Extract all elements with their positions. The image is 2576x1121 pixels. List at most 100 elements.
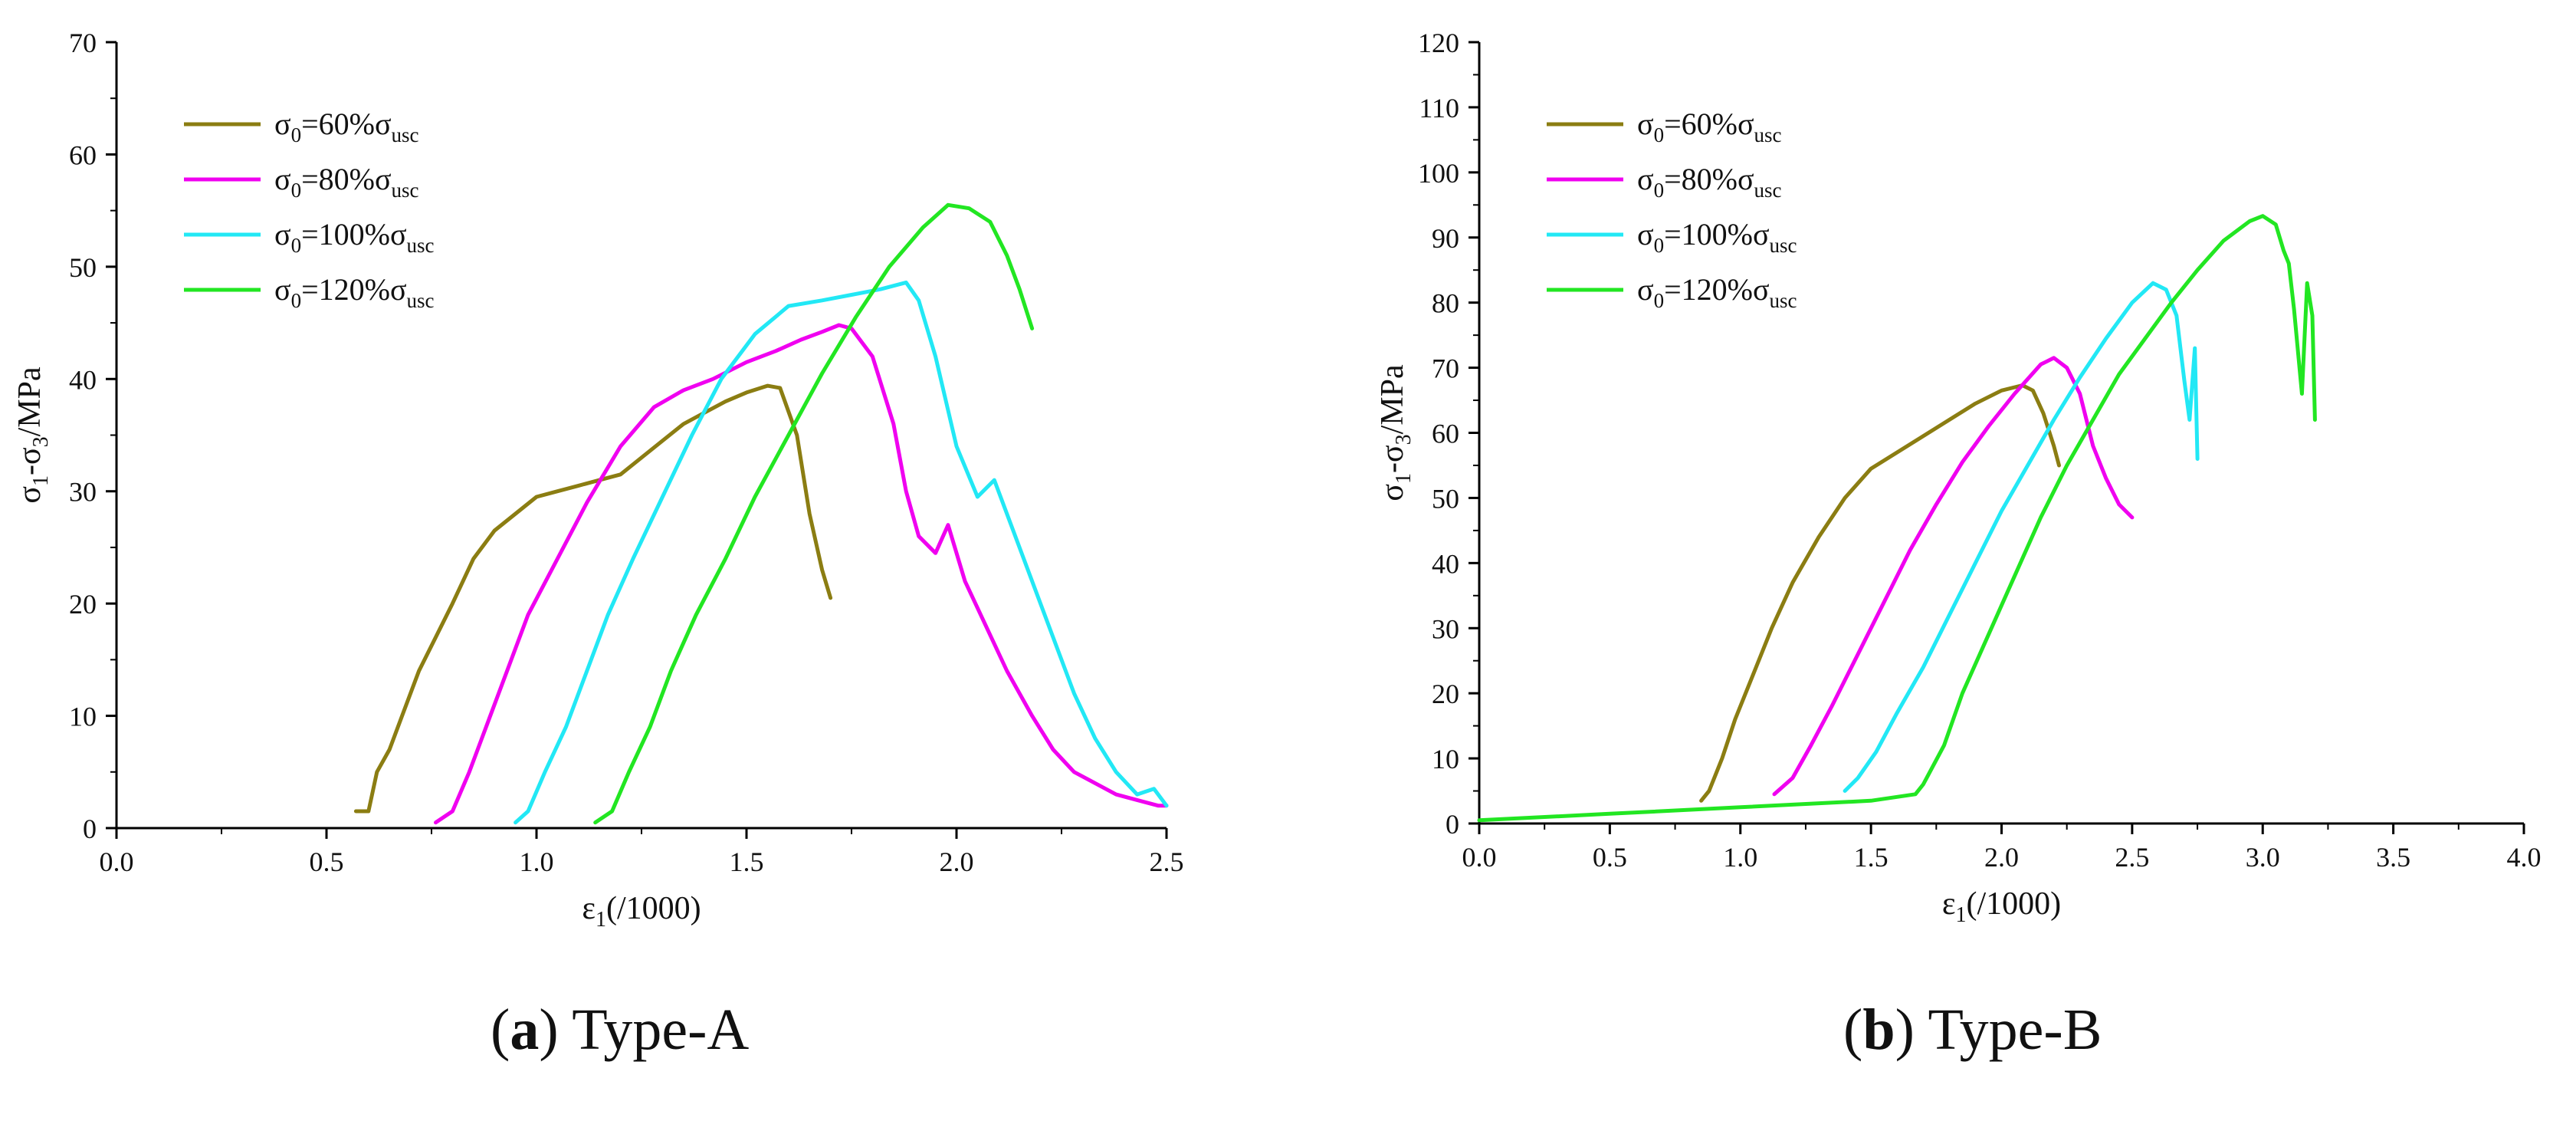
panel-b-y-tick-label: 10 (1432, 744, 1459, 774)
caption-a-letter: a (510, 998, 540, 1062)
panel-b-y-label-unit: /MPa (1375, 364, 1410, 434)
panel-a-legend-percent: =120%σ (301, 272, 406, 307)
caption-b-text: Type-B (1928, 998, 2102, 1062)
panel-a-x-label-symbol: ε (582, 891, 596, 926)
panel-a-y-tick-label: 30 (69, 477, 97, 508)
panel-a-x-axis-label: ε1(/1000) (582, 891, 701, 932)
panel-b-x-label-unit: (/1000) (1966, 886, 2061, 922)
panel-a-y-tick-label: 50 (69, 252, 97, 283)
panel-b-y-tick-label: 30 (1432, 613, 1459, 644)
panel-b-x-tick-label: 1.5 (1854, 842, 1889, 873)
panel-a-y-tick-label: 0 (83, 814, 97, 844)
panel-b-x-label-subscript: 1 (1955, 903, 1966, 927)
panel-b-legend-sigma: σ (1637, 272, 1654, 307)
panel-a-y-tick-label: 60 (69, 140, 97, 170)
panel-a-legend-sub-usc: usc (392, 123, 419, 146)
panel-b-x-tick-label: 2.5 (2115, 842, 2149, 873)
panel-b-x-tick-label: 0.0 (1462, 842, 1497, 873)
caption-b-letter: b (1862, 998, 1895, 1062)
panel-a-x-label-unit: (/1000) (606, 891, 701, 926)
panel-a-y-label-sub3: 3 (29, 436, 53, 447)
panel-a-legend-percent: =60%σ (301, 107, 391, 141)
panel-a-legend-label-4: σ0=120%σusc (274, 272, 435, 312)
panel-a-legend-sigma: σ (274, 107, 291, 141)
panel-a-legend-sigma: σ (274, 217, 291, 251)
panel-a-legend-label-1: σ0=60%σusc (274, 107, 419, 146)
panel-b-legend-percent: =100%σ (1664, 217, 1769, 251)
panel-a-x-tick-label: 2.5 (1150, 847, 1184, 877)
panel-a-legend-sub0: 0 (291, 123, 302, 146)
panel-a-y-tick-label: 70 (69, 28, 97, 58)
panel-b-legend-sub-usc: usc (1754, 179, 1782, 202)
panel-b-x-tick-label: 3.5 (2376, 842, 2410, 873)
panel-b-y-tick-label: 90 (1432, 223, 1459, 254)
panel-a-legend-sub0: 0 (291, 234, 302, 257)
panel-b-y-tick-label: 60 (1432, 419, 1459, 449)
panel-b-x-tick-label: 2.0 (1984, 842, 2019, 873)
panel-a-x-tick-label: 0.0 (100, 847, 134, 877)
panel-b-legend-sub0: 0 (1654, 289, 1665, 312)
panel-a-x-tick-label: 1.0 (520, 847, 554, 877)
panel-a-y-tick-label: 20 (69, 589, 97, 620)
panel-b-legend-label-4: σ0=120%σusc (1637, 272, 1797, 312)
panel-b-legend-label-3: σ0=100%σusc (1637, 217, 1797, 257)
panel-b-legend-sub0: 0 (1654, 123, 1665, 146)
panel-b-x-label-symbol: ε (1942, 886, 1956, 922)
panel-b-series-line-3 (1843, 281, 2200, 793)
panel-b-x-tick-label: 1.0 (1723, 842, 1757, 873)
panel-a-legend-label-3: σ0=100%σusc (274, 217, 435, 257)
panel-b-legend-percent: =80%σ (1664, 162, 1754, 196)
panel-a-legend-sub0: 0 (291, 179, 302, 202)
panel-a-legend-percent: =80%σ (301, 162, 391, 196)
panel-a-x-label-subscript: 1 (596, 908, 606, 932)
panel-b-x-tick-label: 4.0 (2507, 842, 2542, 873)
panel-b-series-line-1 (1699, 383, 2061, 803)
panel-b-legend-sigma: σ (1637, 217, 1654, 251)
panel-b-legend-sigma: σ (1637, 107, 1654, 141)
panel-a-series-line-2 (434, 323, 1169, 825)
panel-b-series-line-4 (1477, 214, 2317, 823)
panel-a-y-label-sub1: 1 (29, 475, 53, 486)
panel-a-x-tick-label: 2.0 (940, 847, 974, 877)
caption-b: (b) Type-B (1843, 998, 2102, 1062)
panel-b-legend-sub0: 0 (1654, 179, 1665, 202)
panel-a-y-label-sigma3: -σ (12, 447, 48, 475)
panel-b-y-label-sub1: 1 (1392, 473, 1416, 484)
panel-a-legend-label-2: σ0=80%σusc (274, 162, 419, 202)
panel-a-x-tick-label: 1.5 (730, 847, 764, 877)
panel-b-legend-sub0: 0 (1654, 234, 1665, 257)
panel-a-y-tick-label: 40 (69, 364, 97, 395)
panel-b-legend-sigma: σ (1637, 162, 1654, 196)
panel-b-y-tick-label: 70 (1432, 353, 1459, 384)
panel-a-x-tick-label: 0.5 (310, 847, 344, 877)
caption-a: (a) Type-A (491, 998, 750, 1062)
caption-a-text: Type-A (572, 998, 750, 1062)
panel-b-legend-sub-usc: usc (1754, 123, 1782, 146)
panel-b-legend-percent: =60%σ (1664, 107, 1754, 141)
panel-a-legend-sub-usc: usc (407, 234, 435, 257)
panel-a-legend-percent: =100%σ (301, 217, 406, 251)
panel-b-series-line-2 (1772, 356, 2135, 797)
panel-b-legend-sub-usc: usc (1770, 289, 1797, 312)
panel-b-y-tick-label: 100 (1418, 158, 1459, 189)
panel-a-y-label-unit: /MPa (12, 367, 48, 436)
panel-b-legend-label-2: σ0=80%σusc (1637, 162, 1782, 202)
panel-b-y-label-sigma1: σ (1375, 484, 1410, 501)
panel-a-legend-sub-usc: usc (407, 289, 435, 312)
panel-b-y-tick-label: 50 (1432, 483, 1459, 514)
panel-a-legend-sub-usc: usc (392, 179, 419, 202)
panel-b-y-tick-label: 40 (1432, 548, 1459, 579)
panel-b-legend-percent: =120%σ (1664, 272, 1769, 307)
panel-a-series-line-3 (514, 280, 1169, 825)
panel-b-legend-sub-usc: usc (1770, 234, 1797, 257)
panel-a-legend-sigma: σ (274, 162, 291, 196)
panel-a-series-line-4 (593, 202, 1035, 825)
panel-b-x-tick-label: 3.0 (2246, 842, 2280, 873)
panel-a-legend-sub0: 0 (291, 289, 302, 312)
panel-b-y-tick-label: 80 (1432, 288, 1459, 319)
panel-b-y-axis-label: σ1-σ3/MPa (1375, 364, 1416, 501)
panel-b-y-tick-label: 0 (1446, 809, 1459, 840)
panel-b-y-tick-label: 20 (1432, 679, 1459, 709)
